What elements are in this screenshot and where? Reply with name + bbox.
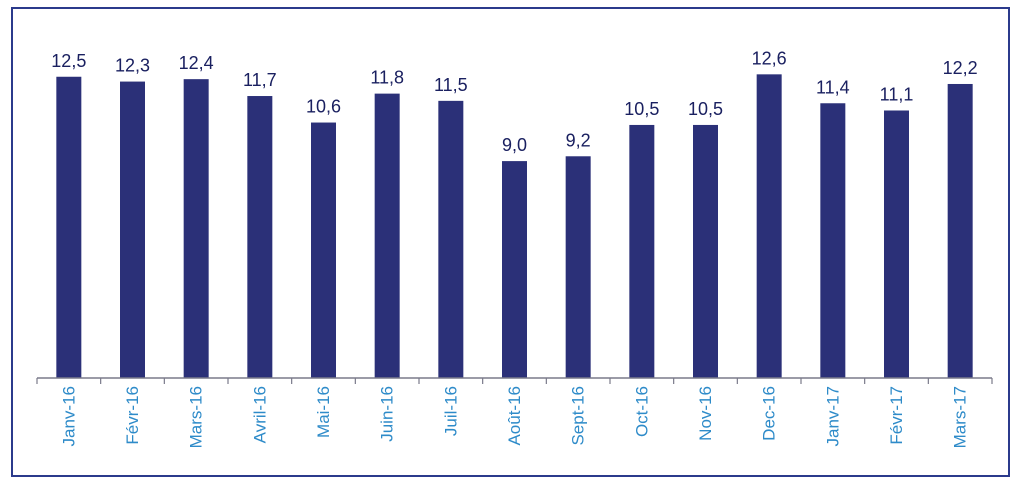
value-label: 11,8: [370, 68, 404, 88]
x-tick-label: Juin-16: [378, 386, 397, 442]
x-tick-label: Févr-17: [887, 386, 906, 445]
value-labels-group: 12,5 12,3 12,4 11,7 10,6 11,8 11,5 9,0 9,2 10,5 10…: [51, 48, 977, 155]
x-tick-label: Avril-16: [250, 386, 269, 443]
value-label: 12,4: [179, 53, 214, 73]
bars-group: [56, 74, 973, 379]
value-label: 10,6: [306, 97, 341, 117]
bar-Juil-16: [438, 100, 464, 378]
x-tick-label: Dec-16: [760, 386, 779, 441]
x-ticks-group: [36, 378, 993, 384]
x-tick-label: Sept-16: [569, 386, 588, 446]
x-tick-label: Janv-16: [59, 386, 78, 446]
bar-Août-16: [502, 161, 527, 378]
bar-Mars-16: [183, 79, 209, 378]
value-label: 9,0: [502, 135, 527, 155]
x-tick-labels-group: Janv-16 Févr-16 Mars-16 Avril-16 Mai-16 Juin-…: [59, 386, 969, 448]
x-tick-label: Janv-17: [823, 386, 842, 446]
x-tick-label: Nov-16: [696, 386, 715, 441]
bar-Nov-16: [693, 124, 718, 378]
bar-Janv-17: [820, 103, 846, 378]
bar-Avril-16: [247, 96, 273, 378]
x-tick-label: Mars-17: [951, 386, 970, 448]
value-label: 11,7: [243, 70, 277, 90]
value-label: 12,6: [752, 48, 787, 68]
bar-Févr-16: [120, 81, 145, 378]
value-label: 12,3: [115, 56, 150, 76]
value-label: 11,1: [880, 84, 914, 104]
value-label: 10,5: [624, 99, 659, 119]
x-tick-label: Oct-16: [632, 386, 651, 437]
chart-frame: 12,5 12,3 12,4 11,7 10,6 11,8 11,5 9,0 9,2 10,5 10…: [11, 7, 1010, 477]
value-label: 12,2: [943, 58, 978, 78]
value-label: 11,4: [816, 77, 850, 97]
bar-Sept-16: [565, 156, 591, 378]
x-tick-label: Févr-16: [123, 386, 142, 445]
bar-Mars-17: [947, 83, 973, 378]
x-tick-label: Mars-16: [187, 386, 206, 448]
bar-Dec-16: [756, 74, 782, 378]
value-label: 11,5: [434, 75, 468, 95]
x-tick-label: Juil-16: [441, 386, 460, 436]
bar-Févr-17: [884, 110, 909, 379]
bar-Janv-16: [56, 76, 82, 378]
bar-Juin-16: [374, 93, 400, 379]
x-tick-label: Mai-16: [314, 386, 333, 438]
bar-Oct-16: [629, 124, 655, 378]
bar-Mai-16: [311, 122, 336, 378]
value-label: 12,5: [51, 51, 86, 71]
bar-chart: 12,5 12,3 12,4 11,7 10,6 11,8 11,5 9,0 9,2 10,5 10…: [36, 48, 993, 448]
value-label: 10,5: [688, 99, 723, 119]
x-tick-label: Août-16: [505, 386, 524, 446]
value-label: 9,2: [566, 130, 591, 150]
